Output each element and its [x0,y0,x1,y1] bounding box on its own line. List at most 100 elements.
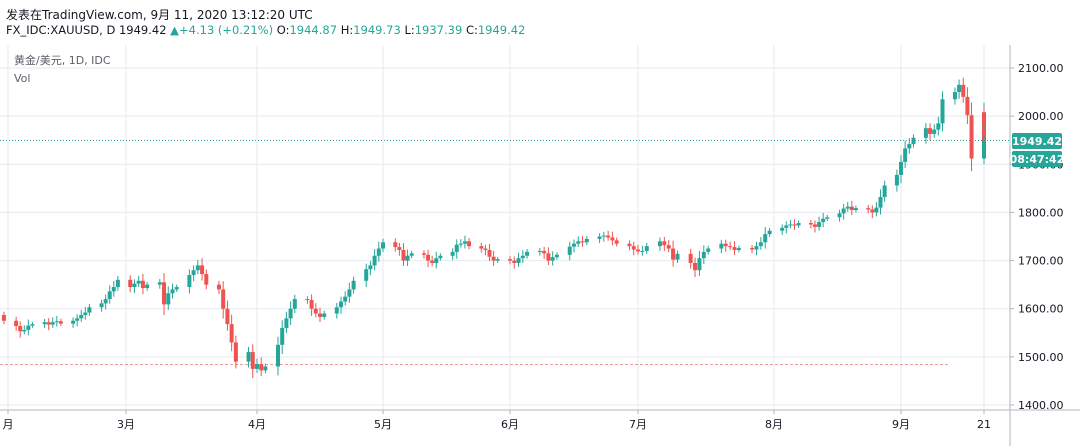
candle-body[interactable] [140,280,145,289]
candle-body[interactable] [546,253,551,261]
candle-body[interactable] [512,260,517,263]
candle-body[interactable] [636,249,640,252]
candle-body[interactable] [381,242,385,249]
candle-body[interactable] [516,258,521,263]
candle-body[interactable] [614,240,619,244]
candle-body[interactable] [450,251,455,256]
candle-body[interactable] [421,253,426,255]
candle-body[interactable] [313,308,318,314]
candle-body[interactable] [940,99,945,124]
candle-body[interactable] [487,249,492,257]
candle-body[interactable] [554,254,559,258]
candle-body[interactable] [567,246,572,255]
candle-body[interactable] [671,248,676,260]
candle-body[interactable] [136,280,141,284]
candle-body[interactable] [767,230,772,235]
candle-body[interactable] [874,207,879,213]
candle-body[interactable] [318,313,322,317]
candle-body[interactable] [115,279,120,288]
candle-body[interactable] [961,84,966,97]
candle-body[interactable] [796,223,801,226]
candle-body[interactable] [376,248,381,256]
candle-body[interactable] [229,324,234,343]
candle-body[interactable] [572,243,576,247]
candle-body[interactable] [923,128,928,138]
candle-body[interactable] [693,262,698,271]
candle-body[interactable] [75,318,80,321]
candle-body[interactable] [784,225,789,228]
candle-body[interactable] [438,255,443,259]
candle-body[interactable] [255,364,259,369]
candle-body[interactable] [409,253,414,256]
candle-body[interactable] [145,284,150,289]
candle-body[interactable] [640,250,645,252]
candle-body[interactable] [30,324,35,326]
candle-body[interactable] [22,329,27,332]
candle-body[interactable] [204,274,209,285]
candle-body[interactable] [792,224,797,226]
candle-body[interactable] [903,148,908,162]
candle-body[interactable] [728,246,733,248]
candle-body[interactable] [401,249,406,261]
candle-body[interactable] [627,243,632,247]
candle-body[interactable] [263,366,268,371]
candle-body[interactable] [364,269,369,281]
candle-body[interactable] [706,248,711,252]
candle-body[interactable] [58,321,63,324]
candle-body[interactable] [221,289,226,309]
candle-body[interactable] [750,248,755,250]
candle-body[interactable] [928,128,933,134]
candle-body[interactable] [343,296,348,302]
legend-title[interactable]: 黄金/美元, 1D, IDC [14,53,111,67]
candle-body[interactable] [111,287,116,292]
candle-body[interactable] [697,258,702,271]
candle-body[interactable] [305,299,310,301]
candle-body[interactable] [584,238,589,243]
candle-body[interactable] [537,250,542,252]
candle-body[interactable] [982,140,986,143]
candle-body[interactable] [907,144,912,149]
candle-body[interactable] [322,313,327,317]
candle-body[interactable] [723,243,728,247]
candle-body[interactable] [1,314,6,321]
candle-body[interactable] [754,246,759,250]
candle-body[interactable] [763,234,768,243]
candle-body[interactable] [128,279,133,288]
candle-body[interactable] [845,206,850,209]
candle-body[interactable] [688,253,693,263]
candle-body[interactable] [246,352,251,362]
candle-body[interactable] [233,342,238,362]
candle-body[interactable] [911,137,916,145]
candle-body[interactable] [107,291,112,300]
candle-body[interactable] [18,326,23,332]
candle-body[interactable] [952,92,957,100]
candle-body[interactable] [334,307,339,314]
candle-body[interactable] [426,254,431,261]
candle-body[interactable] [812,224,817,227]
candle-body[interactable] [170,289,175,294]
candle-body[interactable] [99,303,104,308]
candle-body[interactable] [191,270,196,276]
candle-body[interactable] [780,227,785,231]
candle-body[interactable] [434,258,439,263]
candle-body[interactable] [808,223,813,225]
candle-body[interactable] [462,241,467,244]
candle-body[interactable] [14,320,19,327]
candle-body[interactable] [610,237,615,241]
candle-body[interactable] [397,247,402,250]
candle-body[interactable] [483,248,488,250]
candle-body[interactable] [882,185,887,198]
candle-body[interactable] [430,260,435,263]
candle-body[interactable] [195,265,200,271]
candle-body[interactable] [969,115,974,159]
candle-body[interactable] [309,300,314,309]
candle-body[interactable] [454,244,459,252]
candle-body[interactable] [103,299,108,304]
candle-body[interactable] [666,245,671,249]
candle-body[interactable] [644,246,649,251]
legend-vol[interactable]: Vol [14,72,30,85]
candle-body[interactable] [216,284,221,290]
candle-body[interactable] [83,312,88,315]
candle-body[interactable] [719,243,724,249]
